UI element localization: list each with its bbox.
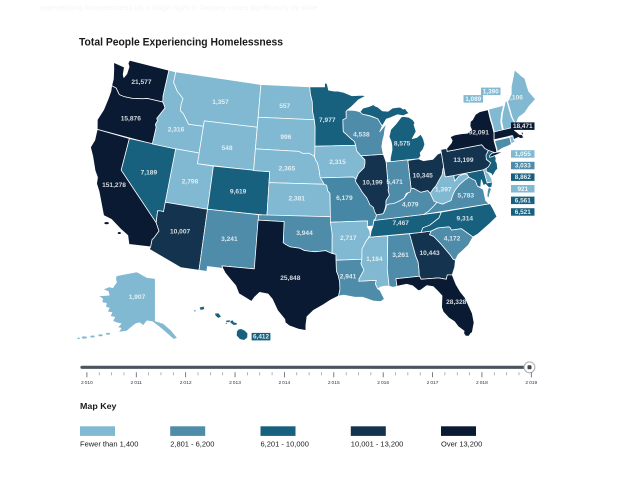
svg-text:10,007: 10,007 — [170, 229, 191, 236]
svg-text:8,862: 8,862 — [515, 174, 531, 181]
svg-text:557: 557 — [279, 103, 290, 110]
svg-text:6,179: 6,179 — [336, 195, 353, 202]
svg-text:2,365: 2,365 — [279, 166, 296, 173]
svg-text:2,106: 2,106 — [506, 94, 523, 101]
svg-text:4,079: 4,079 — [402, 202, 419, 209]
svg-text:Over 13,200: Over 13,200 — [441, 440, 482, 449]
svg-text:Total People Experiencing Home: Total People Experiencing Homelessness — [79, 37, 283, 49]
svg-text:151,278: 151,278 — [102, 182, 126, 189]
svg-text:15,876: 15,876 — [121, 115, 142, 122]
svg-text:21,577: 21,577 — [131, 79, 152, 86]
svg-text:13,199: 13,199 — [453, 157, 474, 164]
svg-text:2 016: 2 016 — [377, 380, 389, 386]
svg-text:7,189: 7,189 — [141, 170, 158, 177]
svg-text:1,089: 1,089 — [465, 96, 481, 103]
svg-text:1,397: 1,397 — [435, 187, 452, 194]
svg-text:6,561: 6,561 — [515, 197, 531, 204]
svg-text:6,201 - 10,000: 6,201 - 10,000 — [261, 440, 309, 449]
svg-text:1,357: 1,357 — [212, 99, 229, 106]
svg-text:5,471: 5,471 — [386, 179, 403, 186]
svg-text:10,199: 10,199 — [362, 179, 383, 186]
svg-text:2,941: 2,941 — [340, 274, 357, 281]
svg-text:7,467: 7,467 — [392, 220, 409, 227]
svg-text:2 014: 2 014 — [278, 380, 290, 386]
svg-text:8,575: 8,575 — [394, 140, 411, 147]
svg-text:2 018: 2 018 — [476, 380, 488, 386]
svg-text:9,314: 9,314 — [457, 215, 474, 222]
svg-text:5,783: 5,783 — [458, 192, 475, 199]
svg-text:25,848: 25,848 — [280, 275, 301, 282]
svg-text:28,328: 28,328 — [446, 299, 467, 306]
svg-text:1,055: 1,055 — [515, 151, 531, 158]
svg-text:7,977: 7,977 — [319, 117, 336, 124]
svg-text:921: 921 — [517, 186, 528, 193]
svg-text:548: 548 — [221, 145, 232, 152]
svg-text:experiencing homelessness on a: experiencing homelessness on a single ni… — [40, 3, 317, 12]
svg-text:10,345: 10,345 — [413, 172, 434, 179]
svg-text:92,091: 92,091 — [469, 130, 490, 137]
svg-text:2,315: 2,315 — [329, 159, 346, 166]
svg-text:Map Key: Map Key — [80, 401, 117, 411]
svg-text:2,316: 2,316 — [168, 126, 185, 133]
svg-text:9,619: 9,619 — [230, 188, 247, 195]
svg-text:2,801 - 6,200: 2,801 - 6,200 — [170, 440, 214, 449]
svg-text:2,381: 2,381 — [288, 196, 305, 203]
svg-text:2,798: 2,798 — [182, 178, 199, 185]
svg-text:3,261: 3,261 — [392, 252, 409, 259]
svg-text:6,521: 6,521 — [515, 209, 531, 216]
svg-text:996: 996 — [280, 134, 291, 141]
svg-text:4,538: 4,538 — [353, 131, 370, 138]
svg-text:2 015: 2 015 — [328, 380, 340, 386]
svg-text:4,172: 4,172 — [444, 235, 461, 242]
svg-text:2 019: 2 019 — [525, 380, 537, 386]
svg-text:2,717: 2,717 — [340, 235, 357, 242]
svg-text:1,390: 1,390 — [483, 88, 499, 95]
svg-text:2 017: 2 017 — [427, 380, 439, 386]
svg-text:1,184: 1,184 — [366, 256, 383, 263]
svg-text:10,001 - 13,200: 10,001 - 13,200 — [351, 440, 404, 449]
svg-text:1,907: 1,907 — [129, 294, 146, 301]
svg-text:3,944: 3,944 — [296, 230, 313, 237]
svg-text:6,412: 6,412 — [253, 334, 269, 341]
svg-text:3,033: 3,033 — [515, 163, 531, 170]
svg-text:2 013: 2 013 — [229, 380, 241, 386]
svg-text:2 012: 2 012 — [180, 380, 192, 386]
svg-text:3,241: 3,241 — [221, 236, 238, 243]
svg-text:2 011: 2 011 — [131, 380, 143, 386]
svg-text:2 010: 2 010 — [81, 380, 93, 386]
svg-text:10,443: 10,443 — [420, 250, 441, 257]
svg-text:18,471: 18,471 — [513, 123, 533, 130]
svg-text:Fewer than 1,400: Fewer than 1,400 — [80, 440, 138, 449]
